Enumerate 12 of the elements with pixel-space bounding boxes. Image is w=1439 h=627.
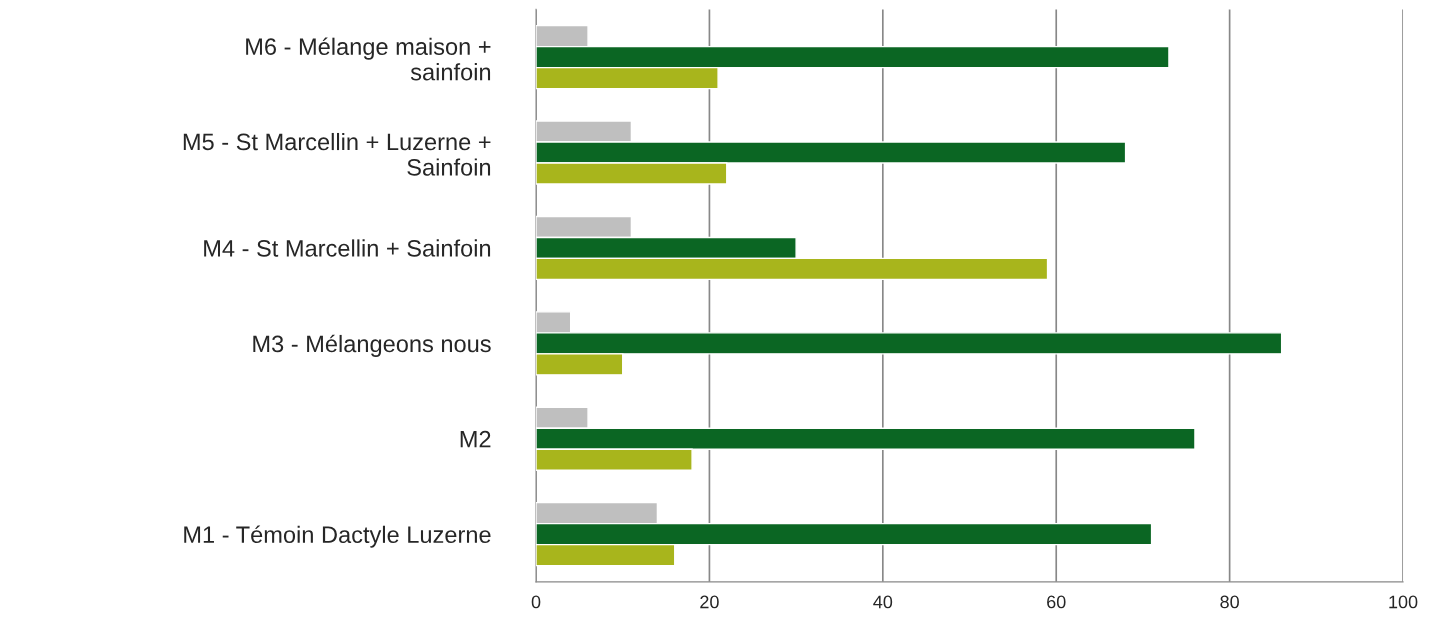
y-tick-label: M6 - Mélange maison + sainfoin — [246, 37, 491, 81]
y-tick-label: M1 - Témoin Dactyle Luzerne — [184, 525, 491, 548]
x-tick-label: 40 — [873, 595, 893, 609]
x-tick-label: 20 — [700, 595, 719, 609]
x-tick-label: 100 — [1389, 595, 1418, 609]
x-tick-label: 0 — [531, 595, 541, 609]
y-tick-label: M2 — [460, 430, 491, 448]
y-tick-label: M5 - St Marcellin + Luzerne + Sainfoin — [183, 132, 491, 176]
y-tick-label: M4 - St Marcellin + Sainfoin — [204, 239, 491, 257]
x-tick-label: 80 — [1220, 595, 1239, 609]
y-tick-label: M3 - Mélangeons nous — [253, 334, 491, 357]
x-tick-label: 60 — [1047, 595, 1066, 609]
